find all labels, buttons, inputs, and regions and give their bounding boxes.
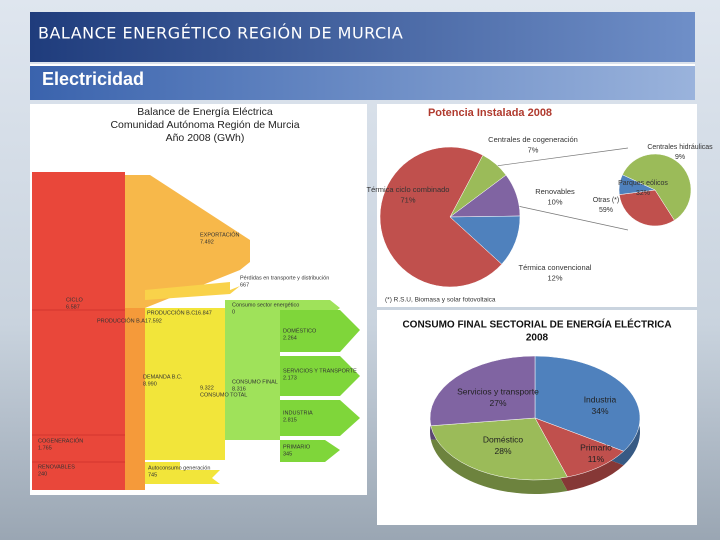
- pie-slice: [622, 153, 692, 221]
- node-value: 6.587: [66, 304, 80, 310]
- bc-block: [125, 308, 145, 490]
- node-label: Pérdidas en transporte y distribución: [240, 275, 329, 281]
- industry-flow: [280, 400, 360, 436]
- node-label: DEMANDA B.C.: [143, 374, 183, 380]
- export-flow: [125, 175, 250, 308]
- final-consumption-block: [225, 308, 280, 440]
- slice-value: 9%: [675, 154, 685, 161]
- header-bar: [30, 12, 695, 62]
- node-value: 0: [232, 309, 235, 315]
- subheader-bar: [30, 66, 695, 100]
- production-block: [32, 172, 125, 490]
- node-value: 8.316: [232, 386, 246, 392]
- divider: [30, 64, 695, 66]
- node-value: 17.592: [145, 318, 162, 324]
- slice-label: Servicios y transporte: [457, 386, 539, 396]
- sankey-title: Año 2008 (GWh): [166, 132, 245, 144]
- node-value: 2.815: [283, 417, 297, 423]
- slice-label: Otras (*): [593, 197, 619, 204]
- loss-flow: [145, 282, 240, 300]
- node-label: PRIMARIO: [283, 444, 311, 450]
- slice-value: 27%: [489, 398, 506, 408]
- node-value: 8.990: [143, 381, 157, 387]
- node-value: 240: [38, 471, 47, 477]
- self-consumption-flow: [145, 462, 220, 484]
- domestic-flow: [280, 310, 360, 352]
- slice-value: 10%: [547, 197, 562, 206]
- node-value: 745: [148, 472, 157, 478]
- node-label: COGENERACIÓN: [38, 437, 83, 444]
- slice-value: 28%: [494, 446, 511, 456]
- node-label: CONSUMO TOTAL: [200, 392, 247, 398]
- node-value: 667: [240, 282, 249, 288]
- node-value: 1.765: [38, 445, 52, 451]
- node-label: EXPORTACIÓN: [200, 231, 240, 238]
- node-label: Autoconsumo generación: [148, 465, 210, 471]
- pie-slice: [430, 417, 568, 481]
- slice-label: Primario: [580, 442, 612, 452]
- primary-flow: [280, 440, 340, 462]
- pie-slice: [618, 174, 656, 195]
- node-value: 16.847: [195, 310, 212, 316]
- sankey-title: Comunidad Autónoma Región de Murcia: [110, 119, 299, 131]
- slice-label: Térmica ciclo combinado: [367, 185, 450, 194]
- slice-label: Centrales de cogeneración: [488, 135, 578, 144]
- node-label: INDUSTRIA: [283, 410, 313, 416]
- chart-title: CONSUMO FINAL SECTORIAL DE ENERGÍA ELÉCT…: [402, 318, 671, 331]
- slice-value: 34%: [591, 406, 608, 416]
- services-flow: [280, 356, 360, 396]
- node-label: PRODUCCIÓN B.C.: [147, 309, 197, 316]
- pie-slice: [534, 355, 641, 452]
- node-value: 2.264: [283, 335, 297, 341]
- node-label: PRODUCCIÓN B.A.: [97, 317, 147, 324]
- node-label: Consumo sector energético: [232, 302, 299, 308]
- demand-block: [145, 308, 225, 460]
- pie-slice: [379, 146, 503, 288]
- node-value: 9.322: [200, 385, 214, 391]
- node-label: CICLO: [66, 297, 84, 303]
- chart-subtitle: 2008: [526, 333, 549, 344]
- footnote: (*) R.S.U, Biomasa y solar fotovoltaica: [385, 297, 496, 304]
- connector: [480, 147, 629, 169]
- sankey-title: Balance de Energía Eléctrica: [137, 106, 273, 118]
- slice-value: 32%: [636, 190, 650, 197]
- header-title: BALANCE ENERGÉTICO REGIÓN DE MURCIA: [38, 24, 403, 43]
- node-value: 345: [283, 451, 292, 457]
- subheader-title: Electricidad: [42, 69, 144, 89]
- slice-value: 12%: [547, 273, 562, 282]
- chart-title: Potencia Instalada 2008: [428, 107, 552, 119]
- slice-value: 7%: [528, 145, 539, 154]
- pie-slice: [619, 189, 675, 227]
- pie-slice: [429, 355, 536, 427]
- pie-slice: [534, 417, 625, 478]
- node-value: 7.492: [200, 239, 214, 245]
- slice-label: Térmica convencional: [519, 263, 592, 272]
- slice-label: Parques eólicos: [618, 180, 668, 187]
- slice-value: 59%: [599, 207, 613, 214]
- node-label: SERVICIOS Y TRANSPORTE: [283, 368, 357, 374]
- slice-label: Doméstico: [483, 434, 523, 444]
- node-label: RENOVABLES: [38, 464, 75, 470]
- slice-value: 71%: [400, 195, 415, 204]
- node-value: 2.173: [283, 375, 297, 381]
- connector: [512, 204, 629, 231]
- slice-label: Renovables: [535, 187, 575, 196]
- slice-label: Centrales hidráulicas: [647, 144, 713, 151]
- node-label: DOMÉSTICO: [283, 327, 317, 334]
- node-label: CONSUMO FINAL: [232, 379, 278, 385]
- slice-label: Industria: [584, 394, 617, 404]
- slice-value: 11%: [588, 454, 605, 464]
